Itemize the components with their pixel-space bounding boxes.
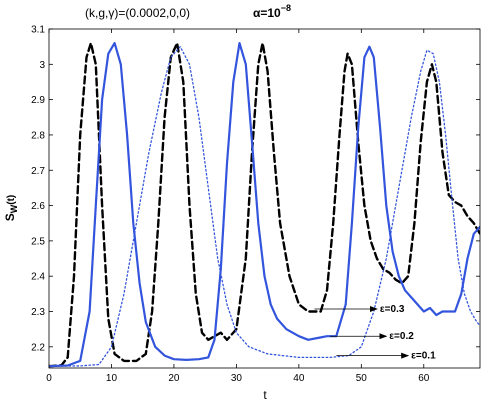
title-right-exp: −8 [281, 3, 291, 13]
x-tick-label: 10 [106, 373, 118, 384]
x-tick-label: 20 [168, 373, 180, 384]
y-axis-label-base: S [3, 213, 17, 221]
x-tick-label: 50 [356, 373, 368, 384]
annotation-label-1: ε=0.3 [380, 304, 405, 315]
series-line-3 [49, 46, 480, 367]
title-right-base: α=10 [253, 6, 281, 20]
title-left: (k,g,γ)=(0.0002,0,0) [85, 6, 190, 20]
axes-frame [48, 28, 481, 369]
y-tick-label: 3 [39, 60, 45, 71]
y-tick-label: 2.5 [31, 236, 45, 247]
y-axis-label: SW(t) [3, 195, 19, 222]
series-line-2 [49, 42, 480, 368]
y-tick-label: 2.7 [31, 166, 45, 177]
y-axis-label-tail: (t) [6, 195, 17, 205]
y-tick-label: 2.2 [31, 342, 45, 353]
annotation-label-3: ε=0.1 [411, 351, 436, 362]
annotation-label-2: ε=0.2 [389, 331, 414, 342]
y-tick-label: 2.4 [31, 272, 45, 283]
x-axis-label: t [263, 388, 267, 402]
x-tick-label: 60 [418, 373, 430, 384]
y-tick-label: 2.3 [31, 307, 45, 318]
x-tick-label: 40 [293, 373, 305, 384]
y-tick-label: 3.1 [31, 25, 45, 36]
y-axis-label-sub: W [9, 204, 19, 213]
series-line-1 [49, 41, 480, 368]
y-tick-label: 2.8 [31, 130, 45, 141]
y-tick-label: 2.9 [31, 95, 45, 106]
x-tick-label: 0 [46, 373, 52, 384]
y-tick-label: 2.6 [31, 201, 45, 212]
x-tick-label: 30 [231, 373, 243, 384]
title-right: α=10−8 [253, 3, 291, 20]
plot-area: ε=0.3 ε=0.2 ε=0.1 0 10 20 30 40 50 60 2.2 2.3 2.4 2.5… [31, 25, 481, 384]
